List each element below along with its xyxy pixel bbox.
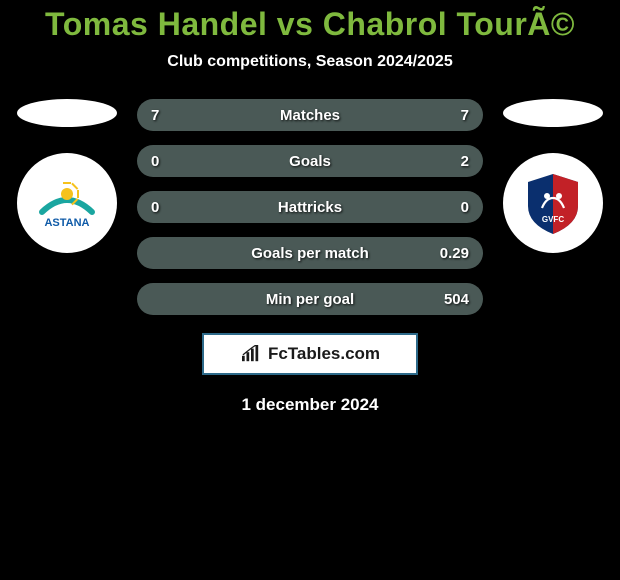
- bar-chart-icon: [240, 345, 262, 363]
- brand-text: FcTables.com: [268, 344, 380, 364]
- stat-label: Hattricks: [137, 199, 483, 216]
- page-subtitle: Club competitions, Season 2024/2025: [0, 53, 620, 71]
- stat-label: Goals per match: [137, 245, 483, 262]
- stat-left-value: 0: [151, 199, 187, 216]
- astana-logo-text: ASTANA: [44, 217, 89, 229]
- stat-row-goals: 0 Goals 2: [137, 145, 483, 177]
- right-flag-icon: [503, 99, 603, 127]
- stat-left-value: 0: [151, 153, 187, 170]
- left-player-col: ASTANA: [15, 99, 119, 253]
- stat-row-matches: 7 Matches 7: [137, 99, 483, 131]
- stat-row-min-per-goal: Min per goal 504: [137, 283, 483, 315]
- astana-logo-icon: ASTANA: [32, 168, 102, 238]
- date-label: 1 december 2024: [0, 395, 620, 415]
- stat-row-goals-per-match: Goals per match 0.29: [137, 237, 483, 269]
- stat-right-value: 2: [433, 153, 469, 170]
- left-flag-icon: [17, 99, 117, 127]
- stat-label: Matches: [137, 107, 483, 124]
- gil-vicente-logo-icon: GVFC: [518, 168, 588, 238]
- page-title: Tomas Handel vs Chabrol TourÃ©: [0, 6, 620, 43]
- stat-label: Goals: [137, 153, 483, 170]
- stat-right-value: 504: [433, 291, 469, 308]
- stat-label: Min per goal: [137, 291, 483, 308]
- stat-right-value: 0: [433, 199, 469, 216]
- stat-right-value: 7: [433, 107, 469, 124]
- stat-right-value: 0.29: [433, 245, 469, 262]
- gvfc-logo-text: GVFC: [542, 215, 564, 224]
- comparison-row: ASTANA 7 Matches 7 0 Goals 2 0 Hattricks…: [0, 99, 620, 315]
- left-club-logo: ASTANA: [17, 153, 117, 253]
- right-club-logo: GVFC: [503, 153, 603, 253]
- right-player-col: GVFC: [501, 99, 605, 253]
- widget-root: Tomas Handel vs Chabrol TourÃ© Club comp…: [0, 0, 620, 415]
- stat-row-hattricks: 0 Hattricks 0: [137, 191, 483, 223]
- stat-left-value: 7: [151, 107, 187, 124]
- stats-table: 7 Matches 7 0 Goals 2 0 Hattricks 0 Goal…: [137, 99, 483, 315]
- brand-badge[interactable]: FcTables.com: [202, 333, 418, 375]
